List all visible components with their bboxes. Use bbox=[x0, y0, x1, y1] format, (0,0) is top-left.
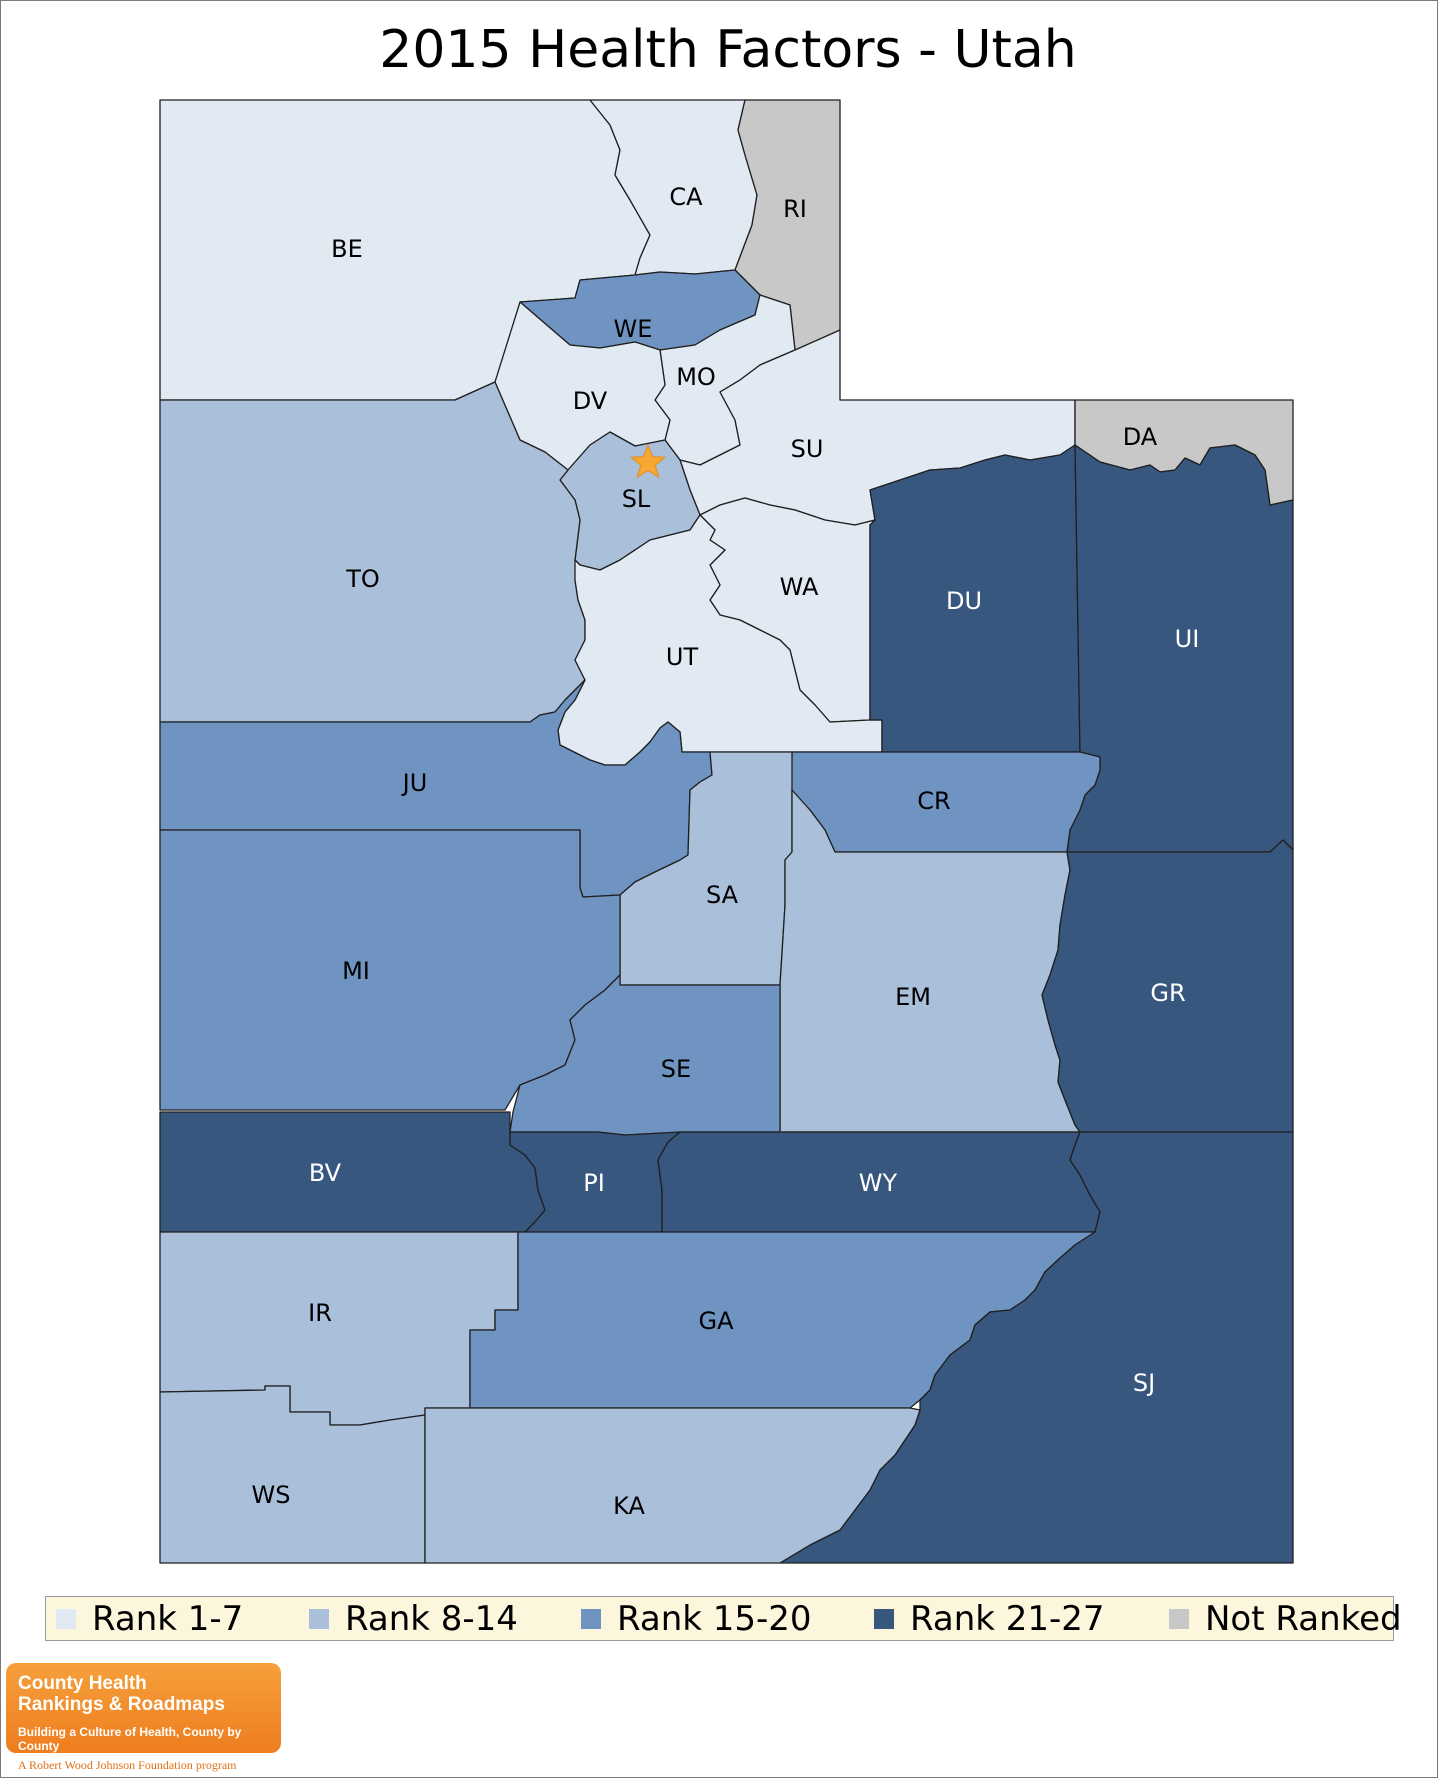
legend-swatch bbox=[56, 1608, 76, 1629]
county-label-ju: JU bbox=[401, 769, 428, 797]
county-label-du: DU bbox=[946, 587, 982, 615]
logo-line-1: County Health bbox=[18, 1673, 147, 1694]
legend-swatch bbox=[1169, 1608, 1189, 1629]
county-GR[interactable] bbox=[1041, 839, 1294, 1133]
county-label-ws: WS bbox=[252, 1481, 291, 1509]
logo-tagline: Building a Culture of Health, County by … bbox=[18, 1725, 242, 1753]
county-label-sj: SJ bbox=[1133, 1369, 1155, 1397]
legend: Rank 1-7 Rank 8-14 Rank 15-20 Rank 21-27… bbox=[45, 1596, 1402, 1641]
county-label-se: SE bbox=[661, 1055, 691, 1083]
legend-item-rank-15-20: Rank 15-20 bbox=[581, 1597, 812, 1640]
county-label-wy: WY bbox=[859, 1169, 898, 1197]
county-label-ir: IR bbox=[308, 1299, 332, 1327]
legend-swatch bbox=[874, 1608, 894, 1629]
county-label-ui: UI bbox=[1175, 625, 1200, 653]
county-label-cr: CR bbox=[917, 787, 950, 815]
county-label-mo: MO bbox=[676, 363, 716, 391]
county-label-em: EM bbox=[895, 983, 931, 1011]
county-label-wa: WA bbox=[780, 573, 819, 601]
legend-label: Not Ranked bbox=[1205, 1598, 1402, 1639]
county-label-bv: BV bbox=[309, 1159, 342, 1187]
county-label-ri: RI bbox=[783, 195, 807, 223]
legend-swatch bbox=[309, 1608, 329, 1629]
legend-item-not-ranked: Not Ranked bbox=[1169, 1597, 1402, 1640]
county-label-sa: SA bbox=[706, 881, 739, 909]
legend-swatch bbox=[581, 1608, 601, 1629]
county-label-pi: PI bbox=[583, 1169, 605, 1197]
logo-line-2: Rankings & Roadmaps bbox=[18, 1694, 225, 1715]
legend-label: Rank 15-20 bbox=[617, 1598, 812, 1639]
county-label-be: BE bbox=[331, 235, 363, 263]
county-label-ga: GA bbox=[698, 1307, 734, 1335]
county-DU[interactable] bbox=[869, 444, 1081, 753]
county-KA[interactable] bbox=[424, 1407, 921, 1564]
county-health-rankings-logo[interactable]: County Health Rankings & Roadmaps Buildi… bbox=[6, 1663, 281, 1753]
legend-label: Rank 8-14 bbox=[345, 1598, 518, 1639]
county-label-da: DA bbox=[1123, 423, 1158, 451]
county-label-su: SU bbox=[791, 435, 824, 463]
legend-item-rank-21-27: Rank 21-27 bbox=[874, 1597, 1105, 1640]
county-label-dv: DV bbox=[573, 387, 608, 415]
county-label-gr: GR bbox=[1150, 979, 1185, 1007]
logo-title: County Health Rankings & Roadmaps bbox=[18, 1673, 225, 1715]
map-title: 2015 Health Factors - Utah bbox=[379, 20, 1077, 80]
county-label-mi: MI bbox=[342, 957, 370, 985]
county-label-ka: KA bbox=[613, 1492, 645, 1520]
county-label-to: TO bbox=[345, 565, 380, 593]
legend-label: Rank 1-7 bbox=[92, 1598, 244, 1639]
county-BV[interactable] bbox=[159, 1111, 546, 1233]
county-label-we: WE bbox=[614, 315, 653, 343]
legend-item-rank-1-7: Rank 1-7 bbox=[56, 1597, 243, 1640]
rwjf-program-note: A Robert Wood Johnson Foundation program bbox=[18, 1758, 237, 1772]
county-MI[interactable] bbox=[159, 829, 621, 1111]
legend-item-rank-8-14: Rank 8-14 bbox=[309, 1597, 518, 1640]
county-label-ut: UT bbox=[666, 643, 699, 671]
county-label-sl: SL bbox=[622, 485, 651, 513]
legend-label: Rank 21-27 bbox=[910, 1598, 1105, 1639]
county-label-ca: CA bbox=[669, 183, 703, 211]
star-icon bbox=[629, 443, 667, 479]
